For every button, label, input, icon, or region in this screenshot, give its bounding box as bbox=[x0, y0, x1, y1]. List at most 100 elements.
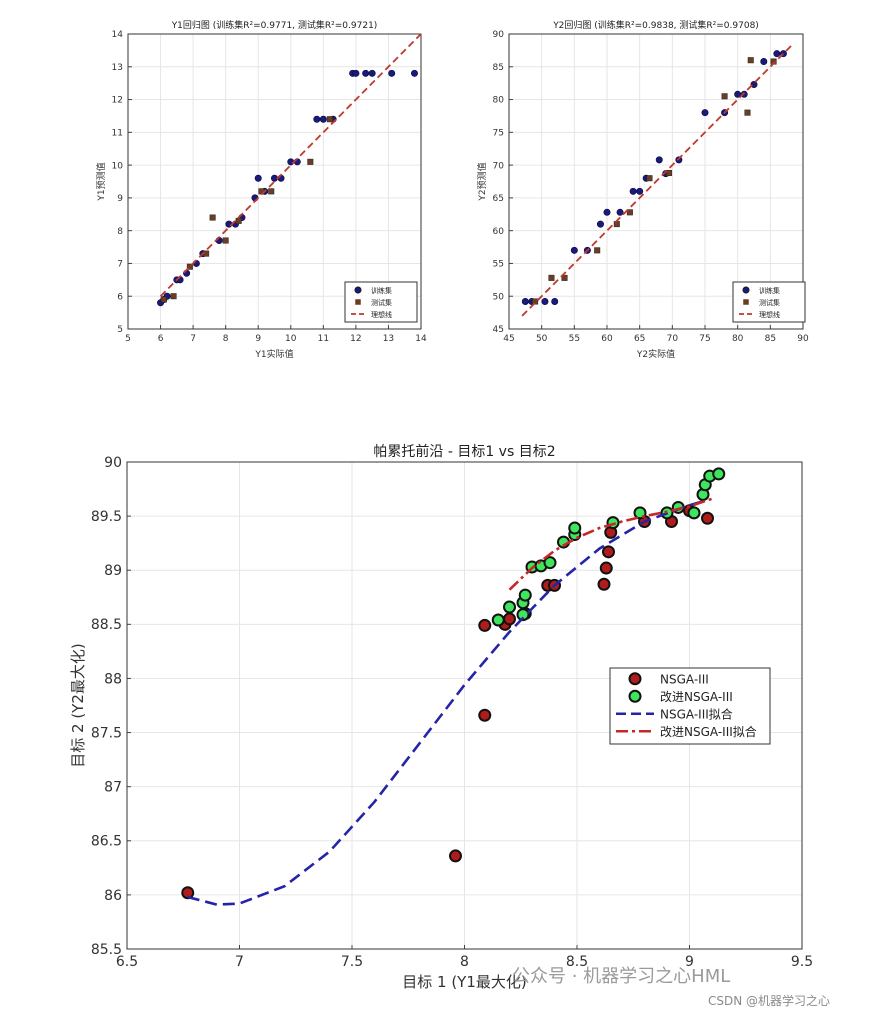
chart2-series-2-point bbox=[626, 209, 633, 216]
chart2-title: Y2回归图 (训练集R²=0.9838, 测试集R²=0.9708) bbox=[552, 19, 759, 31]
chart3-series-4-line bbox=[508, 497, 713, 591]
chart2-y-tick-label: 85 bbox=[493, 63, 504, 73]
chart2-series-2-point bbox=[666, 169, 673, 176]
chart3-y-axis-label: 目标 2 (Y2最大化) bbox=[69, 643, 87, 768]
chart1-series-1-point bbox=[362, 69, 370, 77]
chart3-series-1-point bbox=[503, 612, 516, 626]
chart3-y-tick-label: 87 bbox=[104, 780, 122, 796]
chart2-series-2-point bbox=[561, 274, 568, 281]
chart2-x-axis-label: Y2实际值 bbox=[636, 348, 675, 360]
chart1-series-2-point bbox=[203, 250, 210, 257]
chart2-legend-entry-1-swatch bbox=[742, 286, 750, 294]
chart2-series-1-point bbox=[616, 208, 624, 216]
chart2-y-tick-label: 75 bbox=[493, 128, 504, 138]
chart1-series-1-point bbox=[410, 69, 418, 77]
chart1-x-tick-label: 7 bbox=[190, 334, 196, 344]
chart3-x-tick-label: 8 bbox=[460, 954, 469, 970]
chart3-series-2-point bbox=[491, 613, 505, 627]
chart2-y-tick-label: 70 bbox=[493, 161, 505, 171]
chart1-x-tick-label: 11 bbox=[318, 334, 329, 344]
chart1-series-1-point bbox=[313, 115, 321, 123]
chart2-y-tick-label: 80 bbox=[493, 96, 505, 106]
chart3-series-1-point bbox=[478, 618, 492, 632]
chart1-series-2-point bbox=[222, 237, 229, 244]
chart3-series-2-point bbox=[503, 600, 516, 614]
chart2-legend-entry-3-label: 理想线 bbox=[759, 310, 780, 319]
chart2-x-tick-label: 65 bbox=[634, 334, 645, 344]
chart3-legend-entry-2-swatch bbox=[628, 689, 642, 703]
chart2-y-tick-label: 55 bbox=[493, 260, 504, 270]
chart2-series-1-point bbox=[675, 156, 683, 164]
chart1-series-1-point bbox=[368, 69, 376, 77]
chart3-y-tick-label: 86.5 bbox=[91, 834, 122, 850]
chart3-legend-entry-1-label: NSGA-III bbox=[660, 672, 709, 686]
chart2-legend-entry-2-swatch bbox=[743, 299, 749, 305]
chart1-y-tick-label: 9 bbox=[117, 194, 123, 204]
chart3-series-1-point bbox=[602, 545, 615, 559]
chart3-legend-entry-3-label: NSGA-III拟合 bbox=[660, 706, 733, 721]
chart2-series-1-point bbox=[701, 109, 709, 117]
chart1-y-tick-label: 8 bbox=[117, 227, 123, 237]
chart1-series-2-point bbox=[160, 296, 167, 303]
chart2-series-1-point bbox=[570, 246, 578, 254]
chart3-series-1-point bbox=[449, 849, 462, 863]
chart3-series-2-point bbox=[518, 588, 532, 602]
chart3-x-tick-label: 7 bbox=[235, 954, 244, 970]
csdn-watermark: CSDN @机器学习之心 bbox=[708, 994, 831, 1008]
chart1-series-2-point bbox=[209, 214, 216, 221]
chart3-series-2-point bbox=[712, 467, 726, 481]
chart3-legend-entry-1-swatch bbox=[628, 672, 642, 686]
chart2-x-tick-label: 45 bbox=[503, 334, 514, 344]
chart2-legend-entry-1-label: 训练集 bbox=[759, 286, 780, 295]
chart1-y-tick-label: 7 bbox=[117, 260, 123, 270]
chart2-series-2-point bbox=[721, 93, 728, 100]
chart2-series-1-point bbox=[541, 297, 549, 305]
chart3-series-1-point bbox=[478, 708, 492, 722]
chart3-legend-entry-2-label: 改进NSGA-III bbox=[660, 690, 733, 704]
chart2-series-2-point bbox=[594, 247, 601, 254]
chart3-series-2-point bbox=[687, 506, 701, 520]
chart3-y-tick-label: 89.5 bbox=[91, 509, 122, 525]
chart3-axes-box bbox=[126, 461, 803, 950]
chart1-series-2-point bbox=[326, 116, 333, 123]
chart3-y-tick-label: 86 bbox=[104, 888, 122, 904]
chart3-x-tick-label: 9 bbox=[685, 954, 694, 970]
chart2-series-2-point bbox=[548, 274, 555, 281]
chart1-x-tick-label: 14 bbox=[415, 334, 427, 344]
chart1-x-tick-label: 6 bbox=[158, 334, 164, 344]
chart2-x-tick-label: 80 bbox=[732, 334, 744, 344]
chart1-y-tick-label: 11 bbox=[112, 128, 123, 138]
chart2-series-1-point bbox=[773, 50, 781, 58]
chart1-y-tick-label: 14 bbox=[112, 30, 124, 40]
chart2-series-1-point bbox=[760, 58, 768, 66]
chart1-y-tick-label: 13 bbox=[112, 63, 123, 73]
chart3-y-tick-label: 88.5 bbox=[91, 617, 122, 633]
chart2-series-3-line bbox=[521, 43, 794, 317]
chart1-legend-entry-2-swatch bbox=[355, 299, 361, 305]
chart1-y-tick-label: 5 bbox=[117, 325, 123, 335]
chart2-series-1-point bbox=[629, 187, 637, 195]
chart1-legend-entry-2-label: 测试集 bbox=[371, 298, 392, 307]
chart1-series-1-point bbox=[352, 69, 360, 77]
chart1-series-3-line bbox=[159, 33, 422, 297]
chart1-title: Y1回归图 (训练集R²=0.9771, 测试集R²=0.9721) bbox=[171, 19, 378, 31]
chart1-series-2-point bbox=[268, 188, 275, 195]
chart1-series-2-point bbox=[235, 217, 242, 224]
chart2-x-tick-label: 75 bbox=[699, 334, 710, 344]
chart1-x-tick-label: 9 bbox=[255, 334, 261, 344]
chart2-series-1-point bbox=[636, 187, 644, 195]
chart3-y-tick-label: 87.5 bbox=[91, 725, 122, 741]
chart1-x-tick-label: 5 bbox=[125, 334, 131, 344]
chart1-x-tick-label: 10 bbox=[285, 334, 297, 344]
chart1-legend-entry-1-swatch bbox=[354, 286, 362, 294]
chart2-y-axis-label: Y2预测值 bbox=[476, 162, 488, 201]
chart3-series-1-point bbox=[597, 577, 611, 591]
chart2-y-tick-label: 65 bbox=[493, 194, 504, 204]
chart3-y-tick-label: 89 bbox=[104, 563, 122, 579]
chart1-x-tick-label: 12 bbox=[350, 334, 361, 344]
chart1-axes-box bbox=[127, 33, 422, 330]
chart1-series-2-point bbox=[186, 263, 193, 270]
chart2-x-tick-label: 85 bbox=[765, 334, 776, 344]
chart2-x-tick-label: 55 bbox=[569, 334, 580, 344]
chart1-legend-entry-1-label: 训练集 bbox=[371, 286, 392, 295]
